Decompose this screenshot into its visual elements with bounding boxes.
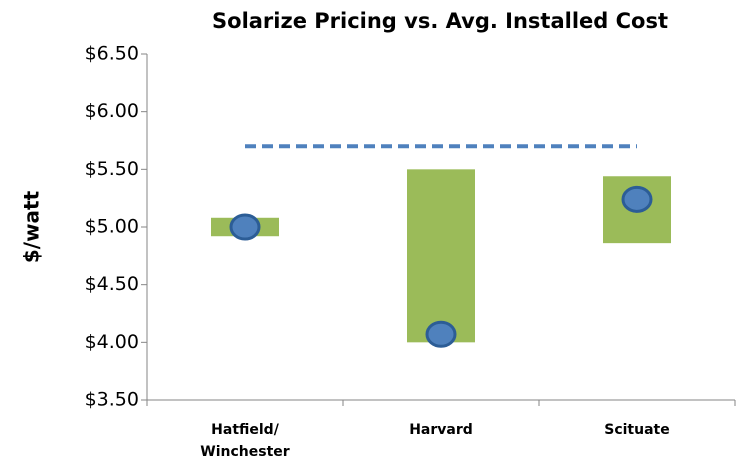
range-bar — [407, 169, 475, 343]
x-tick-label: Scituate — [604, 422, 669, 438]
y-tick-label: $5.00 — [85, 216, 139, 238]
y-tick-label: $4.50 — [85, 273, 139, 295]
y-axis-label: $/watt — [20, 190, 44, 263]
y-tick-label: $6.00 — [85, 100, 139, 122]
y-tick-label: $4.00 — [85, 331, 139, 353]
y-tick-label: $6.50 — [85, 43, 139, 65]
y-tick-label: $3.50 — [85, 389, 139, 411]
x-tick-label: Harvard — [409, 422, 473, 438]
chart-title: Solarize Pricing vs. Avg. Installed Cost — [212, 9, 668, 33]
y-tick-label: $5.50 — [85, 158, 139, 180]
marker — [425, 320, 457, 348]
x-tick-label: Hatfield/Winchester — [200, 422, 289, 460]
marker — [621, 185, 653, 213]
marker — [229, 213, 261, 241]
